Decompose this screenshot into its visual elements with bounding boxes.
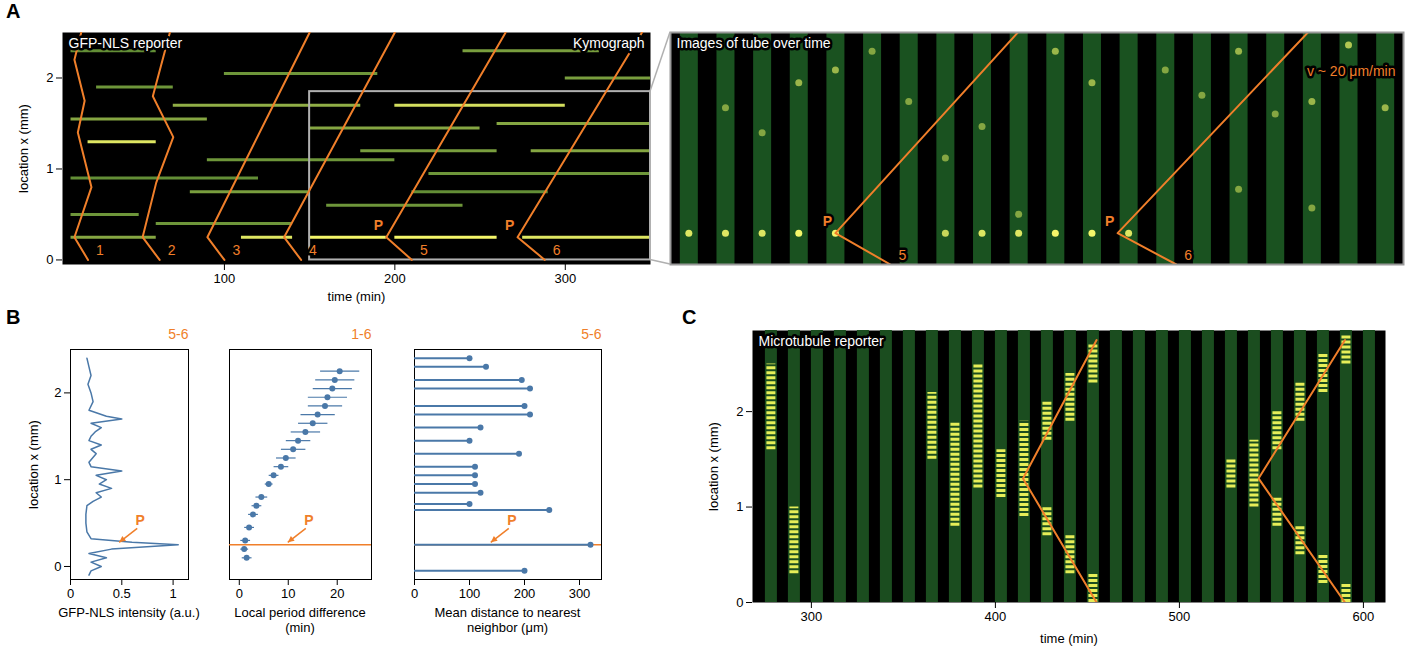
svg-text:P: P bbox=[823, 213, 832, 229]
svg-text:6: 6 bbox=[1184, 247, 1192, 263]
svg-text:6: 6 bbox=[553, 242, 561, 258]
html-text:A: A bbox=[6, 0, 21, 22]
svg-text:4: 4 bbox=[309, 242, 317, 258]
svg-text:5: 5 bbox=[420, 242, 428, 258]
svg-text:300: 300 bbox=[554, 271, 576, 286]
svg-text:4: 4 bbox=[309, 242, 317, 258]
svg-text:location x (mm): location x (mm) bbox=[26, 420, 41, 509]
svg-text:v ~ 20 μm/min: v ~ 20 μm/min bbox=[1307, 63, 1396, 79]
svg-text:v ~ 20 μm/min: v ~ 20 μm/min bbox=[1307, 63, 1396, 79]
svg-text:100: 100 bbox=[214, 271, 236, 286]
svg-text:300: 300 bbox=[801, 609, 823, 624]
svg-text:Microtubule reporter: Microtubule reporter bbox=[759, 333, 885, 349]
svg-text:GFP-NLS reporter: GFP-NLS reporter bbox=[69, 35, 183, 51]
svg-text:20: 20 bbox=[330, 586, 344, 601]
svg-text:0: 0 bbox=[67, 586, 74, 601]
svg-text:time (min): time (min) bbox=[1040, 631, 1098, 646]
svg-text:2: 2 bbox=[168, 242, 176, 258]
svg-text:P: P bbox=[505, 217, 514, 233]
svg-text:0.5: 0.5 bbox=[113, 586, 131, 601]
svg-text:Images of tube over time: Images of tube over time bbox=[677, 35, 831, 51]
svg-text:0: 0 bbox=[411, 586, 418, 601]
svg-text:2: 2 bbox=[46, 70, 53, 85]
svg-text:10: 10 bbox=[281, 586, 295, 601]
svg-text:400: 400 bbox=[985, 609, 1007, 624]
svg-text:1: 1 bbox=[46, 161, 53, 176]
svg-text:Kymograph: Kymograph bbox=[573, 35, 645, 51]
svg-text:600: 600 bbox=[1353, 609, 1375, 624]
svg-text:time (min): time (min) bbox=[328, 289, 386, 304]
svg-text:0: 0 bbox=[46, 252, 53, 267]
svg-text:P: P bbox=[505, 217, 514, 233]
svg-text:Microtubule reporter: Microtubule reporter bbox=[759, 333, 885, 349]
svg-text:P: P bbox=[136, 512, 145, 528]
svg-text:P: P bbox=[1105, 213, 1114, 229]
svg-text:5: 5 bbox=[898, 247, 906, 263]
svg-text:1: 1 bbox=[169, 586, 176, 601]
svg-text:100: 100 bbox=[459, 586, 481, 601]
svg-text:0: 0 bbox=[236, 586, 243, 601]
html-text:B: B bbox=[6, 306, 21, 328]
html-text:Local period difference (min): Local period difference (min) bbox=[234, 605, 366, 635]
svg-text:1: 1 bbox=[54, 472, 61, 487]
svg-text:GFP-NLS reporter: GFP-NLS reporter bbox=[69, 35, 183, 51]
svg-text:5-6: 5-6 bbox=[168, 326, 188, 342]
svg-text:300: 300 bbox=[569, 586, 591, 601]
html-text:Mean distance to nearest neigh: Mean distance to nearest neighbor (μm) bbox=[434, 605, 581, 635]
svg-text:2: 2 bbox=[54, 385, 61, 400]
svg-text:2: 2 bbox=[168, 242, 176, 258]
svg-text:5-6: 5-6 bbox=[581, 326, 601, 342]
svg-text:P: P bbox=[304, 512, 313, 528]
svg-text:3: 3 bbox=[232, 242, 240, 258]
svg-text:P: P bbox=[374, 217, 383, 233]
html-text:GFP-NLS intensity (a.u.): GFP-NLS intensity (a.u.) bbox=[58, 605, 200, 620]
svg-text:200: 200 bbox=[514, 586, 536, 601]
svg-text:0: 0 bbox=[736, 595, 743, 610]
svg-text:1-6: 1-6 bbox=[351, 326, 371, 342]
svg-text:Images of tube over time: Images of tube over time bbox=[677, 35, 831, 51]
svg-text:location x (mm): location x (mm) bbox=[16, 104, 31, 193]
svg-text:500: 500 bbox=[1169, 609, 1191, 624]
svg-text:1: 1 bbox=[736, 499, 743, 514]
svg-text:5: 5 bbox=[420, 242, 428, 258]
svg-text:1: 1 bbox=[96, 242, 104, 258]
svg-text:6: 6 bbox=[1184, 247, 1192, 263]
svg-text:0: 0 bbox=[54, 559, 61, 574]
svg-text:6: 6 bbox=[553, 242, 561, 258]
svg-text:location x (mm): location x (mm) bbox=[706, 422, 721, 511]
svg-text:5: 5 bbox=[898, 247, 906, 263]
svg-text:P: P bbox=[1105, 213, 1114, 229]
svg-text:1: 1 bbox=[96, 242, 104, 258]
svg-text:200: 200 bbox=[384, 271, 406, 286]
svg-text:P: P bbox=[507, 512, 516, 528]
svg-text:P: P bbox=[823, 213, 832, 229]
svg-text:Kymograph: Kymograph bbox=[573, 35, 645, 51]
svg-text:P: P bbox=[374, 217, 383, 233]
svg-text:2: 2 bbox=[736, 404, 743, 419]
svg-text:3: 3 bbox=[232, 242, 240, 258]
html-text:C: C bbox=[682, 306, 697, 328]
